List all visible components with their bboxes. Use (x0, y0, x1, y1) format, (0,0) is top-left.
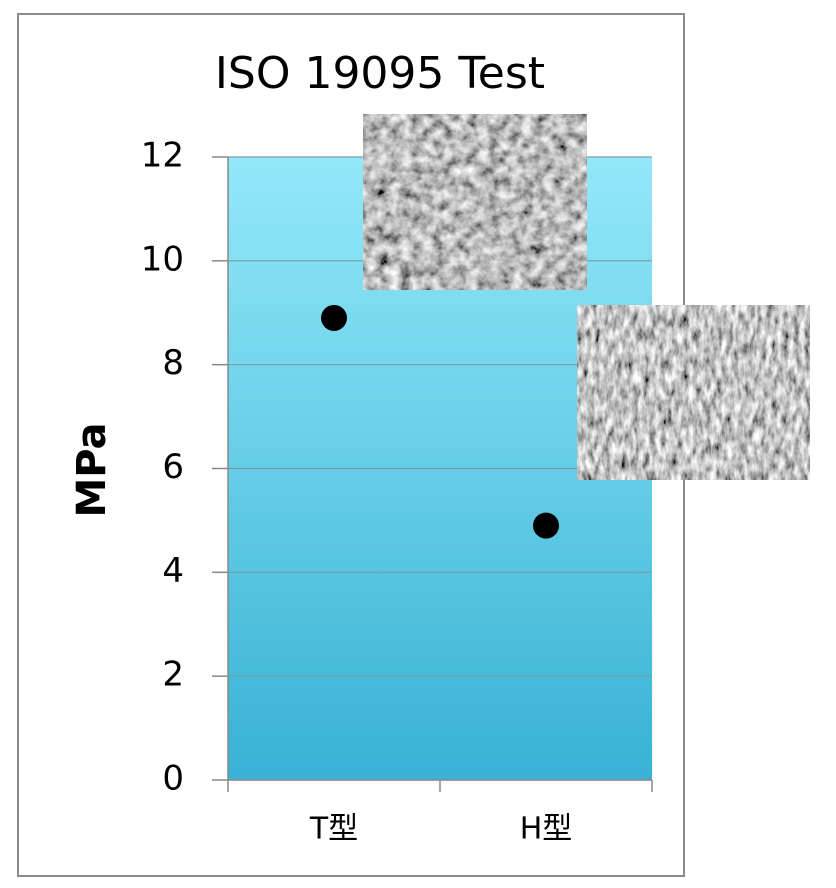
y-tick-label: 4 (162, 551, 184, 591)
sem-image (363, 114, 587, 290)
chart-title: ISO 19095 Test (215, 48, 545, 99)
x-tick-label: H型 (520, 812, 573, 847)
data-point (533, 512, 559, 539)
y-axis-label: MPa (69, 422, 115, 517)
y-tick-label: 12 (141, 136, 184, 176)
y-tick-label: 6 (162, 447, 184, 487)
y-tick-label: 0 (162, 759, 184, 799)
sem-image (577, 305, 810, 480)
x-tick-label: T型 (309, 812, 358, 847)
y-tick-label: 10 (141, 239, 184, 279)
y-tick-label: 2 (162, 655, 184, 695)
y-tick-label: 8 (162, 343, 184, 383)
data-point (321, 304, 347, 331)
